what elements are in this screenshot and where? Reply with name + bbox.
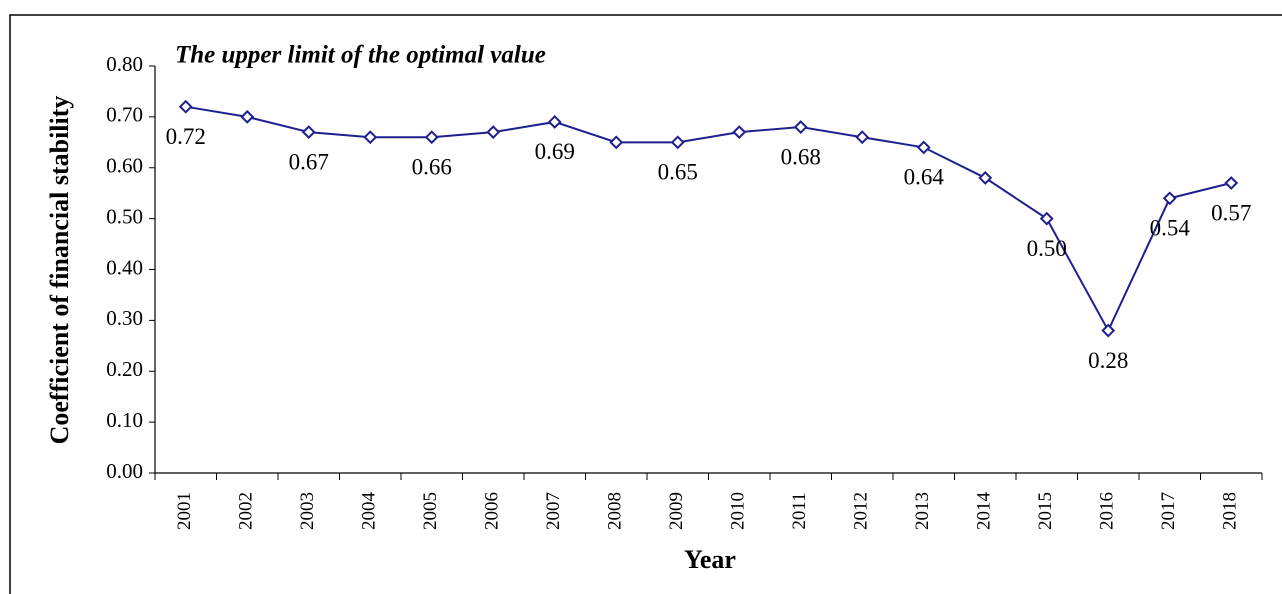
x-tick-label: 2008: [605, 492, 626, 530]
x-tick-label: 2015: [1035, 492, 1056, 530]
x-tick-label: 2006: [482, 492, 503, 530]
data-label: 0.68: [781, 144, 821, 169]
x-tick-label: 2016: [1097, 492, 1118, 530]
point-marker: [855, 130, 870, 145]
point-marker: [732, 125, 747, 140]
point-marker: [1224, 176, 1239, 190]
point-marker: [1039, 211, 1054, 226]
y-tick-label: 0.00: [106, 459, 143, 483]
y-tick-label: 0.70: [106, 103, 143, 127]
x-tick-label: 2005: [420, 492, 441, 530]
y-tick-label: 0.50: [106, 204, 143, 228]
point-marker: [609, 135, 624, 150]
data-label: 0.28: [1088, 348, 1128, 373]
x-tick-label: 2007: [543, 492, 564, 530]
point-marker: [670, 135, 685, 150]
x-tick-label: 2017: [1158, 492, 1179, 530]
data-label: 0.50: [1027, 236, 1067, 261]
data-label: 0.57: [1211, 200, 1251, 225]
data-label: 0.72: [166, 124, 206, 149]
x-tick-label: 2018: [1220, 492, 1241, 530]
y-tick-label: 0.10: [106, 408, 143, 432]
point-marker: [547, 115, 562, 129]
point-marker: [301, 125, 316, 140]
point-marker: [486, 125, 501, 140]
x-tick-label: 2010: [728, 492, 749, 530]
x-tick-label: 2011: [789, 492, 810, 529]
data-label: 0.67: [289, 149, 329, 174]
point-marker: [240, 109, 255, 124]
x-tick-label: 2002: [236, 492, 257, 530]
point-marker: [178, 99, 193, 114]
chart-title: The upper limit of the optimal value: [175, 42, 546, 69]
data-label: 0.69: [535, 139, 575, 164]
point-marker: [1162, 191, 1177, 206]
y-tick-label: 0.40: [106, 255, 143, 279]
data-label: 0.65: [658, 160, 698, 185]
point-marker: [424, 130, 439, 145]
point-marker: [363, 130, 378, 145]
data-label: 0.54: [1150, 216, 1191, 241]
x-tick-label: 2013: [912, 492, 933, 530]
x-tick-label: 2003: [297, 492, 318, 530]
data-label: 0.66: [412, 155, 452, 180]
x-tick-label: 2014: [974, 492, 995, 531]
x-tick-label: 2012: [851, 492, 872, 530]
x-axis-title: Year: [684, 545, 736, 574]
point-marker: [916, 140, 931, 155]
y-tick-label: 0.30: [106, 306, 143, 330]
point-marker: [1101, 323, 1116, 338]
point-marker: [978, 171, 993, 185]
y-tick-label: 0.20: [106, 357, 143, 381]
data-label: 0.64: [904, 165, 945, 190]
y-tick-label: 0.80: [106, 52, 143, 76]
x-tick-label: 2001: [174, 492, 195, 530]
point-marker: [793, 120, 808, 134]
x-tick-label: 2004: [359, 492, 380, 531]
x-tick-label: 2009: [666, 492, 687, 530]
series-line: [185, 105, 1232, 333]
y-axis-title: Coefficient of financial stability: [45, 96, 74, 445]
y-tick-label: 0.60: [106, 154, 143, 178]
frame: [9, 14, 1282, 594]
